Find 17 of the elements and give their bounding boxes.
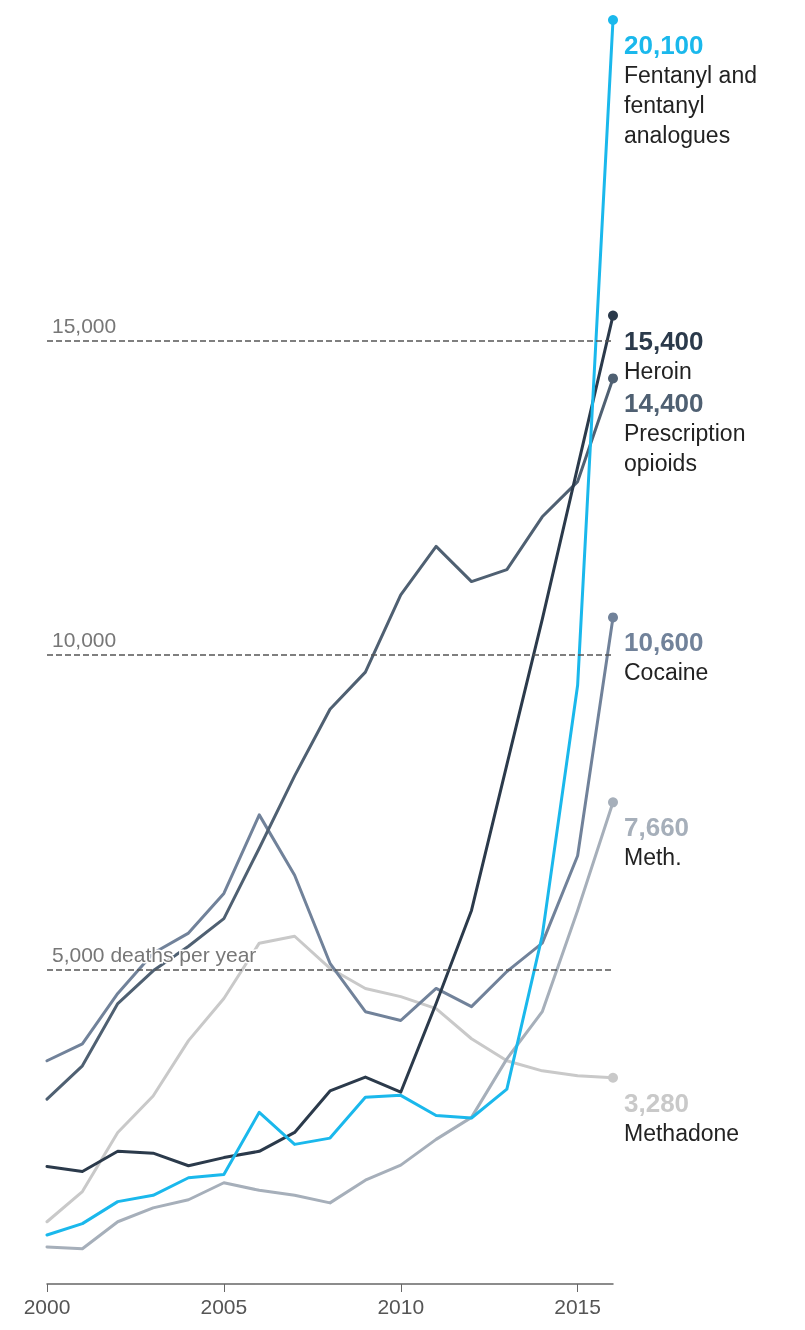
x-tick-label: 2010	[377, 1295, 425, 1318]
series-label: Fentanyl and fentanyl analogues	[624, 62, 757, 148]
data-label: 10,600	[624, 627, 704, 658]
series-label: Meth.	[624, 844, 682, 871]
x-tick-label: 2000	[23, 1295, 71, 1318]
series-label: Cocaine	[624, 659, 709, 686]
series-label: Prescription opioids	[624, 420, 746, 477]
data-label: 14,400	[624, 388, 704, 419]
ref-line-label: 10,000	[52, 628, 117, 652]
x-tick-label: 2015	[554, 1295, 601, 1318]
data-label: 15,400	[624, 325, 704, 356]
data-label: 7,660	[624, 812, 690, 843]
ref-line-label: 15,000	[52, 313, 117, 337]
series-label: Heroin	[624, 357, 692, 384]
series-label: Methadone	[624, 1119, 740, 1146]
x-tick-label: 2005	[200, 1295, 248, 1318]
data-label: 20,100	[624, 30, 704, 60]
